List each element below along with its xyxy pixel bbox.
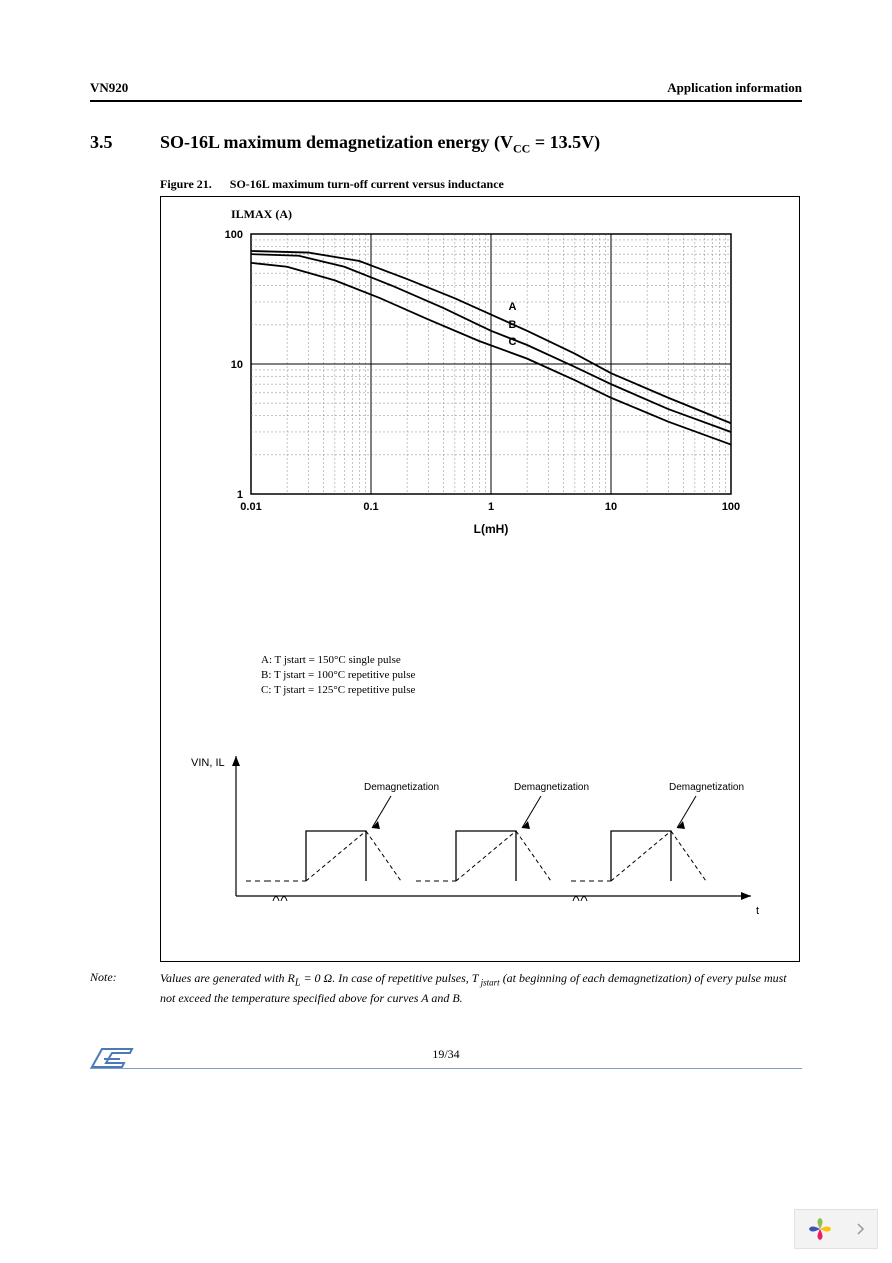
svg-text:Demagnetization: Demagnetization: [669, 782, 744, 793]
note-label: Note:: [90, 970, 160, 1007]
chevron-right-icon: [856, 1222, 866, 1236]
figure-box: ILMAX (A) 0.01 0.1 1 10 100 1 10 100 L(mH) ABC A:…: [160, 196, 800, 962]
loglog-chart: 0.01 0.1 1 10 100 1 10 100 L(mH) ABC: [181, 224, 751, 539]
flower-icon: [807, 1216, 833, 1242]
legend-a: A: T jstart = 150°C single pulse: [261, 654, 779, 666]
svg-text:VIN, IL: VIN, IL: [191, 757, 225, 769]
chart-legend: A: T jstart = 150°C single pulse B: T js…: [261, 654, 779, 696]
section-number: 3.5: [90, 132, 160, 153]
svg-text:Demagnetization: Demagnetization: [364, 782, 439, 793]
note-body: Values are generated with RL = 0 Ω. In c…: [160, 970, 802, 1007]
svg-text:0.01: 0.01: [240, 501, 261, 513]
svg-text:Demagnetization: Demagnetization: [514, 782, 589, 793]
note: Note: Values are generated with RL = 0 Ω…: [90, 970, 802, 1007]
svg-text:1: 1: [488, 501, 494, 513]
timing-diagram: VIN, IL t Demagnetization Demagnetization De…: [181, 736, 781, 936]
legend-c: C: T jstart = 125°C repetitive pulse: [261, 684, 779, 696]
figure-caption: Figure 21. SO-16L maximum turn-off curre…: [160, 177, 802, 192]
page-footer: 19/34: [90, 1047, 802, 1069]
section-heading: 3.5 SO-16L maximum demagnetization energ…: [90, 132, 802, 157]
page-number: 19/34: [432, 1047, 459, 1061]
svg-text:B: B: [509, 318, 517, 330]
corner-widget[interactable]: [794, 1209, 878, 1249]
page-header: VN920 Application information: [90, 80, 802, 102]
header-left: VN920: [90, 80, 128, 96]
svg-text:10: 10: [231, 359, 243, 371]
svg-text:10: 10: [605, 501, 617, 513]
section-title: SO-16L maximum demagnetization energy (V…: [160, 132, 600, 157]
svg-text:100: 100: [722, 501, 740, 513]
st-logo: [90, 1045, 134, 1073]
legend-b: B: T jstart = 100°C repetitive pulse: [261, 669, 779, 681]
svg-text:0.1: 0.1: [363, 501, 378, 513]
svg-text:C: C: [509, 336, 517, 348]
y-axis-label: ILMAX (A): [231, 207, 779, 222]
svg-text:L(mH): L(mH): [474, 522, 509, 536]
svg-text:100: 100: [225, 229, 243, 241]
svg-text:1: 1: [237, 489, 243, 501]
header-right: Application information: [667, 80, 802, 96]
svg-text:t: t: [756, 905, 759, 917]
svg-text:A: A: [509, 301, 517, 313]
